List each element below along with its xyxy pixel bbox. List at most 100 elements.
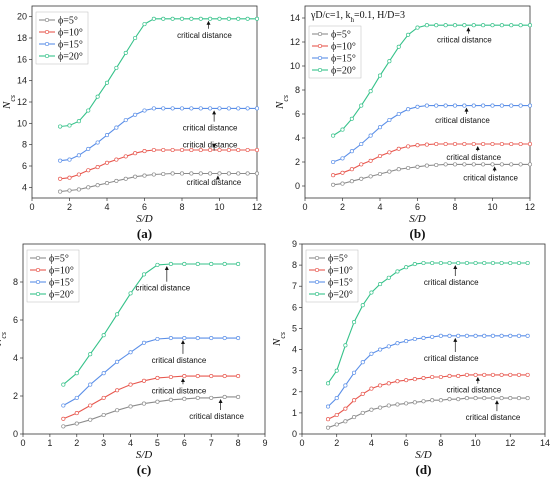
data-point bbox=[415, 164, 420, 169]
data-point bbox=[114, 125, 119, 130]
data-point bbox=[412, 336, 417, 342]
data-point bbox=[95, 140, 100, 145]
data-point bbox=[340, 127, 345, 132]
y-axis-label-group: Ncs bbox=[271, 332, 287, 347]
data-point bbox=[331, 182, 336, 187]
data-point bbox=[352, 320, 357, 325]
data-point bbox=[438, 398, 443, 403]
data-point bbox=[406, 32, 411, 37]
chart-panel-2: 0 2 4 6 8 10 12 0 2 4 6 8 10 12 14 S/D Ncs (b) γD/c=1, kh=… bbox=[274, 5, 535, 241]
x-axis-label: S/D bbox=[409, 213, 426, 225]
data-point bbox=[527, 162, 533, 167]
data-point bbox=[518, 162, 523, 167]
data-point bbox=[473, 260, 478, 266]
data-point bbox=[412, 377, 417, 382]
x-tick-label: 3 bbox=[101, 438, 106, 448]
data-point bbox=[525, 260, 530, 266]
x-axis-label: S/D bbox=[136, 213, 153, 225]
data-point bbox=[499, 396, 504, 401]
data-point bbox=[217, 106, 222, 111]
legend-marker bbox=[35, 291, 41, 297]
data-point bbox=[396, 167, 401, 172]
data-point bbox=[490, 23, 495, 28]
data-point bbox=[443, 141, 448, 147]
data-point bbox=[406, 107, 411, 112]
y-tick-label: 6 bbox=[22, 161, 27, 171]
data-point bbox=[508, 372, 513, 377]
data-point bbox=[208, 147, 213, 153]
data-point bbox=[395, 341, 400, 346]
data-point bbox=[377, 73, 383, 78]
data-point bbox=[518, 23, 523, 28]
data-point bbox=[86, 146, 91, 151]
x-tick-label: 14 bbox=[540, 438, 550, 448]
data-point bbox=[236, 16, 241, 21]
data-point bbox=[115, 408, 120, 413]
data-point bbox=[387, 59, 392, 64]
legend-entry: ϕ=20° bbox=[49, 290, 74, 301]
data-point bbox=[404, 378, 409, 383]
data-point bbox=[481, 141, 486, 147]
data-point bbox=[331, 173, 336, 178]
data-point bbox=[142, 149, 147, 154]
data-point bbox=[236, 171, 241, 176]
chart-panel-3: 0 1 2 3 4 5 6 7 8 9 0 2 4 6 8 S/D Ncs (c) ϕ=5°ϕ=10°ϕ=15°ϕ=… bbox=[0, 243, 268, 477]
data-point bbox=[74, 421, 79, 426]
data-point bbox=[123, 50, 128, 55]
data-point bbox=[325, 381, 331, 386]
x-tick-label: 12 bbox=[252, 202, 262, 212]
data-point bbox=[473, 333, 478, 338]
data-point bbox=[473, 396, 478, 401]
data-point bbox=[462, 103, 467, 108]
data-point bbox=[67, 157, 72, 162]
data-point bbox=[434, 23, 439, 28]
legend-entry: ϕ=5° bbox=[58, 16, 78, 27]
data-point bbox=[471, 162, 476, 167]
annotation-critical-distance: critical distance bbox=[152, 356, 207, 365]
data-point bbox=[481, 23, 486, 28]
data-point bbox=[471, 141, 476, 147]
data-point bbox=[462, 23, 467, 28]
data-point bbox=[217, 16, 222, 21]
data-point bbox=[482, 333, 487, 338]
annotation-critical-distance: critical distance bbox=[424, 354, 479, 363]
data-point bbox=[182, 396, 187, 401]
legend-marker bbox=[314, 267, 320, 273]
y-tick-label: 3 bbox=[292, 366, 297, 376]
x-tick-label: 7 bbox=[209, 438, 214, 448]
data-point bbox=[208, 106, 213, 111]
data-point bbox=[141, 378, 147, 383]
data-point bbox=[161, 147, 166, 153]
data-point bbox=[168, 335, 173, 341]
y-tick-label: 9 bbox=[292, 239, 297, 249]
data-point bbox=[104, 80, 110, 85]
data-point bbox=[88, 403, 93, 408]
x-tick-label: 0 bbox=[29, 202, 34, 212]
plot-frame bbox=[22, 243, 266, 435]
y-tick-label: 4 bbox=[292, 345, 297, 355]
data-point bbox=[434, 103, 439, 108]
annotation-critical-distance: critical distance bbox=[183, 141, 238, 150]
data-point bbox=[254, 16, 260, 21]
x-tick-label: 12 bbox=[525, 202, 535, 212]
data-point bbox=[343, 383, 348, 388]
data-point bbox=[352, 370, 357, 375]
y-axis-label-group: Ncs bbox=[274, 95, 290, 110]
panel-label: (d) bbox=[416, 462, 432, 477]
data-point bbox=[525, 333, 530, 338]
data-point bbox=[516, 333, 522, 338]
data-point bbox=[349, 179, 354, 184]
data-point bbox=[447, 260, 452, 266]
annotation-critical-distance: critical distance bbox=[437, 36, 492, 45]
data-point bbox=[430, 374, 435, 380]
data-point bbox=[58, 124, 63, 129]
data-point bbox=[189, 106, 194, 111]
data-point bbox=[368, 89, 373, 94]
legend-entry: ϕ=10° bbox=[58, 28, 83, 39]
data-point bbox=[490, 141, 495, 147]
data-point bbox=[516, 396, 522, 401]
annotation-arrowhead bbox=[212, 110, 217, 115]
data-point bbox=[226, 16, 231, 21]
x-tick-label: 10 bbox=[214, 202, 224, 212]
